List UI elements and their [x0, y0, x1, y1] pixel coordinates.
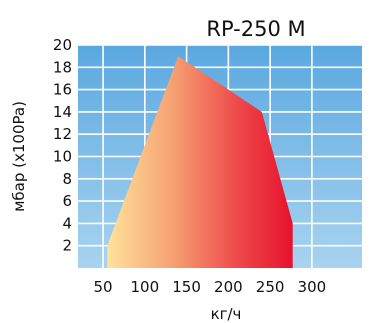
- x-tick-label: 150: [172, 278, 201, 296]
- x-axis-label: кг/ч: [211, 305, 242, 323]
- y-tick-label: 20: [53, 36, 72, 54]
- y-tick-label: 10: [53, 148, 72, 166]
- x-tick-label: 50: [94, 278, 113, 296]
- y-tick-label: 4: [62, 214, 72, 232]
- y-tick-label: 8: [62, 170, 72, 188]
- y-tick-label: 18: [53, 58, 72, 76]
- y-tick-labels: 2 4 6 8 10 12 14 16 18 20: [53, 36, 72, 255]
- x-tick-label: 250: [256, 278, 285, 296]
- x-tick-labels: 50 100 150 200 250 300: [94, 278, 327, 296]
- y-tick-label: 2: [62, 237, 72, 255]
- x-tick-label: 300: [298, 278, 327, 296]
- y-axis-label: мбар (x100Pa): [10, 101, 28, 212]
- x-tick-label: 100: [131, 278, 160, 296]
- x-tick-label: 200: [214, 278, 243, 296]
- operating-area: [107, 56, 293, 269]
- chart-title: RP-250 M: [206, 17, 305, 41]
- y-tick-label: 14: [53, 103, 72, 121]
- y-tick-label: 6: [62, 192, 72, 210]
- y-tick-label: 12: [53, 125, 72, 143]
- y-tick-label: 16: [53, 81, 72, 99]
